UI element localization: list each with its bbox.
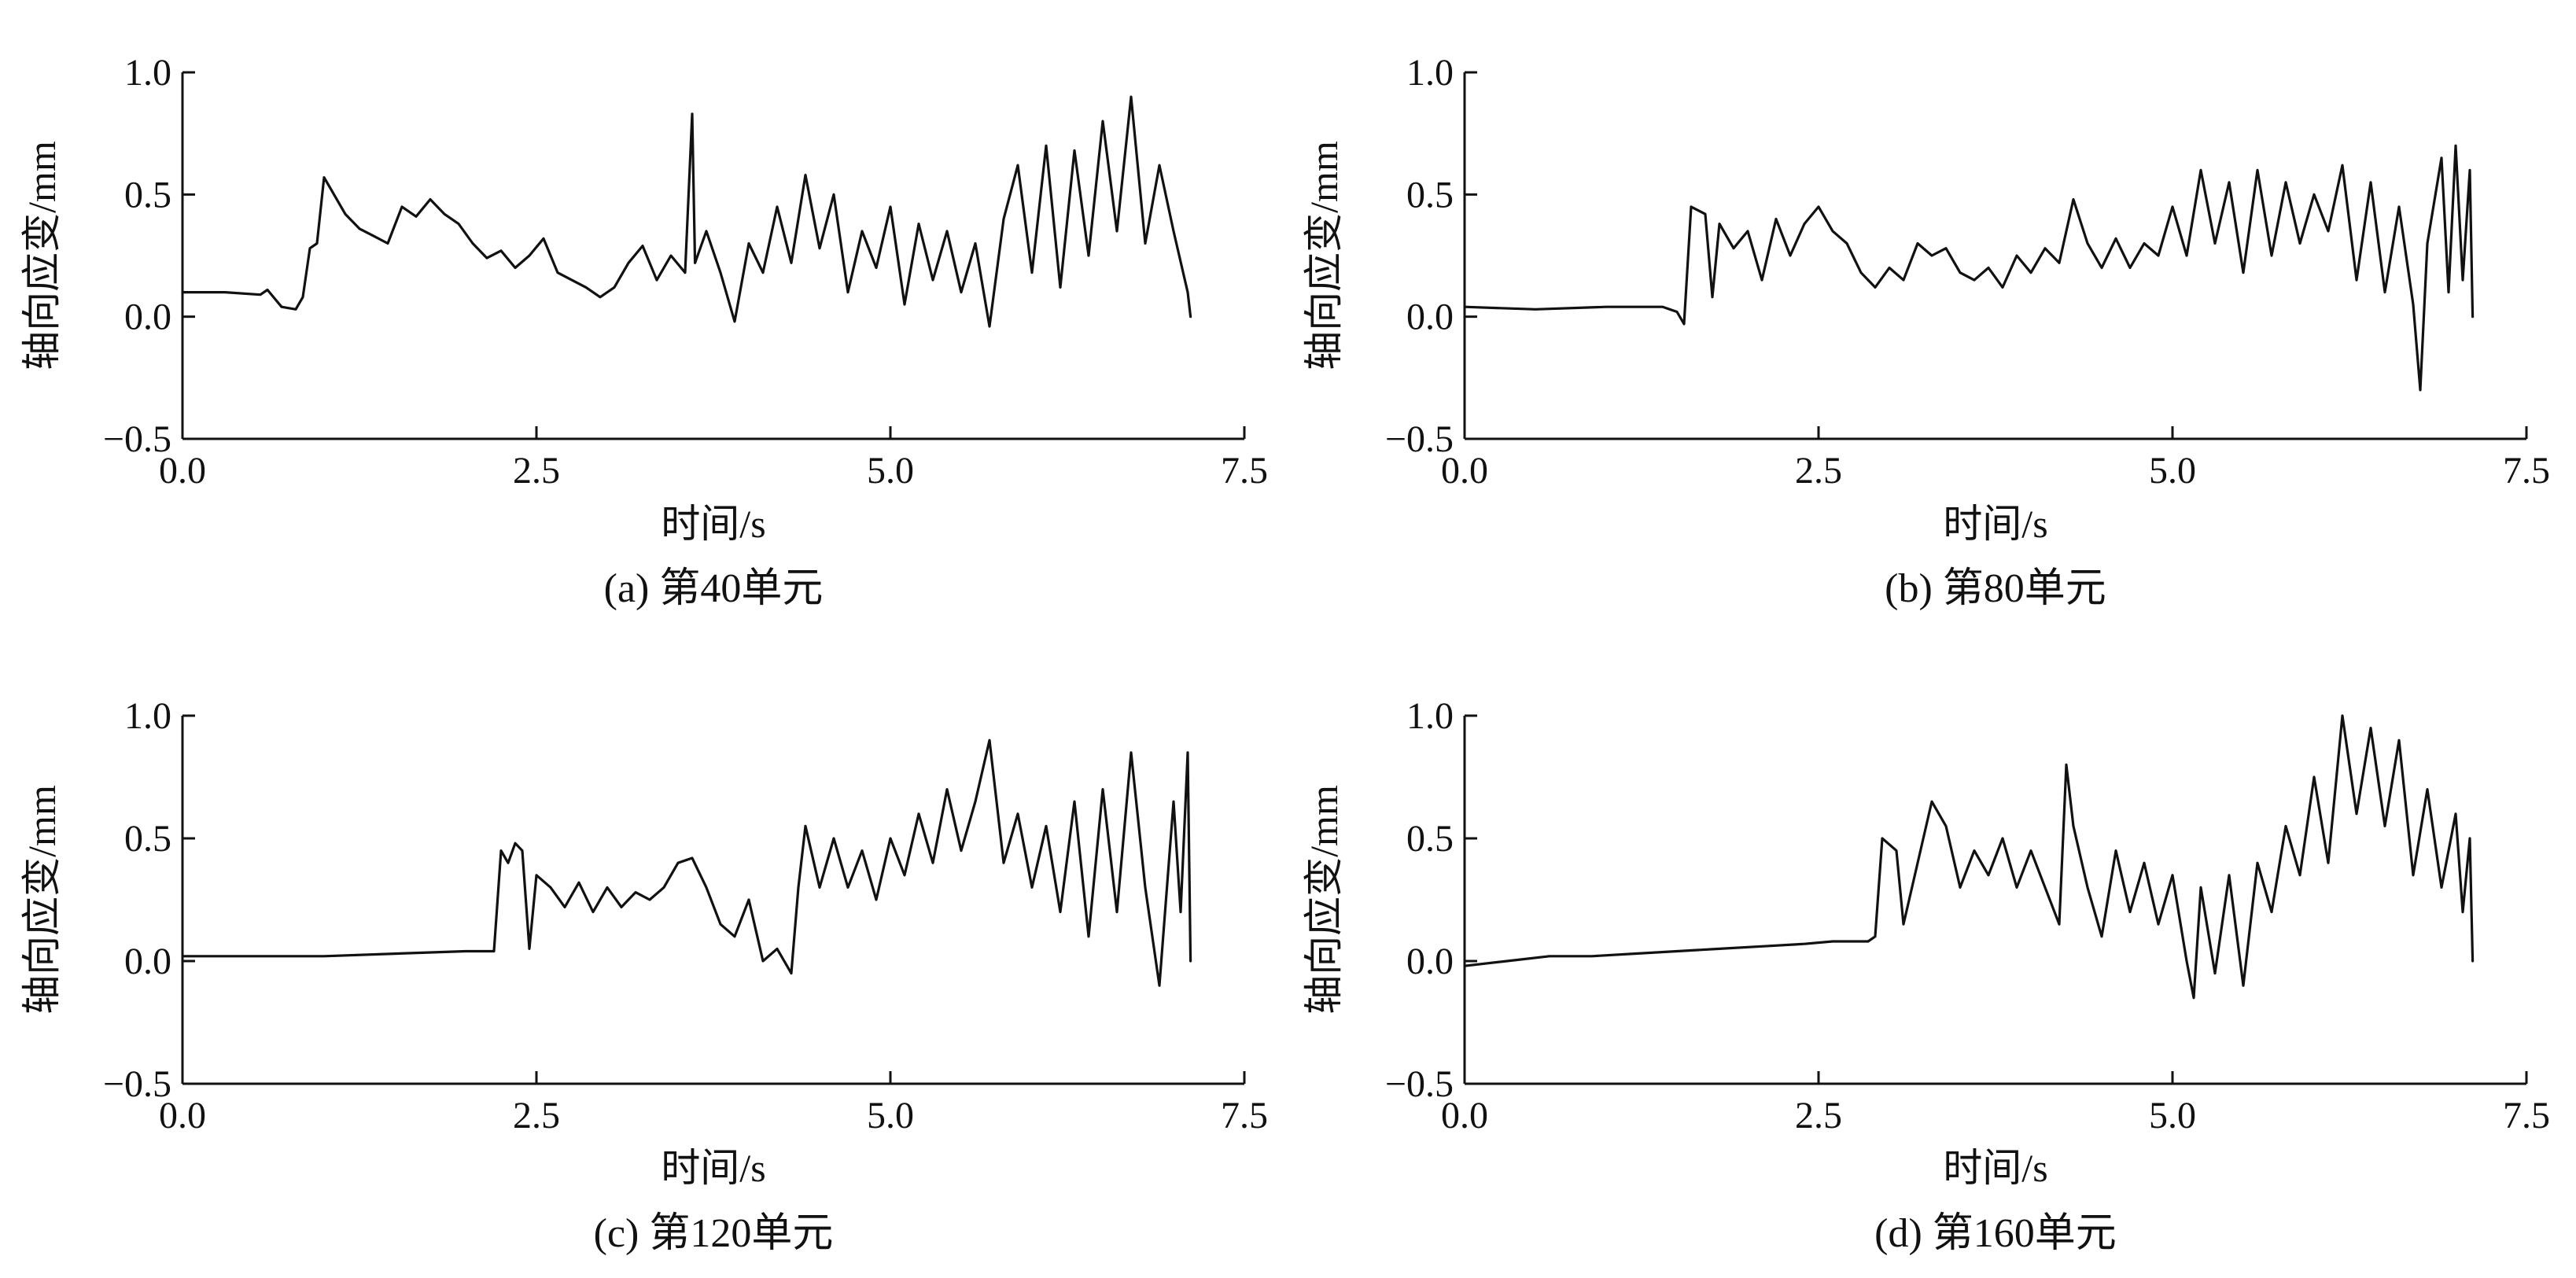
y-tick-label: 1.0	[124, 52, 171, 94]
x-tick-label: 2.5	[1795, 1095, 1842, 1136]
y-tick-label: 1.0	[1406, 52, 1454, 94]
y-tick-label: −0.5	[103, 418, 171, 460]
x-tick-label: 7.5	[2503, 450, 2550, 492]
y-tick-label: 0.5	[124, 174, 171, 215]
y-tick-label: 0.5	[1406, 174, 1454, 215]
x-axis-label: 时间/s	[661, 1146, 765, 1190]
y-tick-label: −0.5	[1385, 1063, 1454, 1105]
x-tick-label: 0.0	[159, 450, 206, 492]
y-tick-label: 0.0	[124, 296, 171, 338]
x-tick-label: 5.0	[2149, 1095, 2196, 1136]
x-tick-label: 5.0	[867, 450, 914, 492]
panel-caption: (d) 第160单元	[1874, 1211, 2117, 1256]
x-tick-label: 0.0	[1441, 450, 1488, 492]
panel-caption: (b) 第80单元	[1885, 566, 2106, 611]
y-axis-label: 轴向应变/mm	[1302, 141, 1346, 370]
y-tick-label: 0.0	[124, 941, 171, 982]
series-line	[181, 738, 1192, 987]
chart-panel-b: −0.50.00.51.00.0 2.5 5.0 7.5时间/s轴向应变/mm(b) …	[1302, 52, 2550, 611]
y-tick-label: 0.0	[1406, 941, 1454, 982]
y-tick-label: 0.5	[1406, 818, 1454, 860]
series-line	[1463, 144, 2475, 392]
y-axis-label: 轴向应变/mm	[20, 141, 64, 370]
x-axis-label: 时间/s	[1943, 502, 2047, 546]
x-tick-label: 7.5	[2503, 1095, 2550, 1136]
x-tick-label: 5.0	[867, 1095, 914, 1136]
series-line	[1463, 714, 2475, 1000]
x-tick-label: 2.5	[513, 450, 560, 492]
panel-caption: (a) 第40单元	[604, 566, 824, 611]
chart-panel-c: −0.50.00.51.00.0 2.5 5.0 7.5时间/s轴向应变/mm(c) …	[20, 695, 1268, 1256]
y-tick-label: 0.5	[124, 818, 171, 860]
y-tick-label: −0.5	[1385, 418, 1454, 460]
y-tick-label: 1.0	[124, 695, 171, 737]
y-axis-label: 轴向应变/mm	[20, 785, 64, 1015]
chart-panel-d: −0.50.00.51.00.0 2.5 5.0 7.5时间/s轴向应变/mm(d) …	[1302, 695, 2550, 1256]
chart-panel-a: −0.50.00.51.00.0 2.5 5.0 7.5时间/s轴向应变/mm(a) …	[20, 52, 1268, 611]
x-tick-label: 0.0	[159, 1095, 206, 1136]
x-tick-label: 2.5	[1795, 450, 1842, 492]
x-tick-label: 2.5	[513, 1095, 560, 1136]
x-tick-label: 7.5	[1221, 450, 1268, 492]
y-tick-label: 1.0	[1406, 695, 1454, 737]
y-axis-label: 轴向应变/mm	[1302, 785, 1346, 1015]
x-tick-label: 7.5	[1221, 1095, 1268, 1136]
panel-caption: (c) 第120单元	[594, 1211, 834, 1256]
y-tick-label: 0.0	[1406, 296, 1454, 338]
series-line	[181, 95, 1192, 328]
y-tick-label: −0.5	[103, 1063, 171, 1105]
x-tick-label: 5.0	[2149, 450, 2196, 492]
x-tick-label: 0.0	[1441, 1095, 1488, 1136]
x-axis-label: 时间/s	[1943, 1146, 2047, 1190]
x-axis-label: 时间/s	[661, 502, 765, 546]
